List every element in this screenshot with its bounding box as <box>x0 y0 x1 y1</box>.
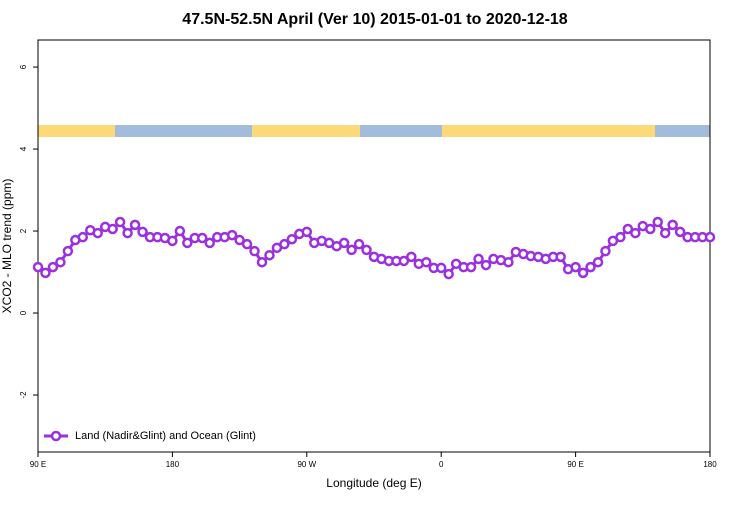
data-point <box>577 267 589 279</box>
data-point <box>167 235 178 247</box>
y-tick-label: 4 <box>19 146 28 151</box>
data-point <box>443 268 454 280</box>
y-tick-label: 0 <box>19 310 28 315</box>
land-ocean-strip <box>38 125 710 137</box>
data-point <box>338 237 350 249</box>
ocean-segment <box>115 125 252 137</box>
data-point <box>301 226 313 238</box>
data-point <box>241 238 253 250</box>
y-tick-label: 2 <box>19 228 28 233</box>
data-point <box>622 223 634 235</box>
data-point <box>600 245 611 257</box>
data-point <box>398 255 410 267</box>
data-point <box>465 261 477 273</box>
data-point <box>226 229 238 241</box>
data-point <box>197 232 208 244</box>
data-point <box>55 256 66 268</box>
data-point <box>435 262 447 274</box>
data-point <box>592 256 604 268</box>
data-point <box>652 216 663 228</box>
x-tick-label: 90 W <box>297 460 316 469</box>
land-segment <box>252 125 360 137</box>
data-point <box>406 251 417 263</box>
data-point <box>107 223 118 235</box>
x-tick-label: 180 <box>166 460 180 469</box>
data-point <box>114 216 126 228</box>
data-point <box>346 244 357 256</box>
data-point <box>256 256 268 268</box>
data-point <box>555 251 566 263</box>
data-point <box>77 231 89 243</box>
data-point <box>421 256 432 268</box>
data-point <box>32 261 44 273</box>
data-point <box>585 261 596 273</box>
data-point <box>659 227 671 239</box>
land-segment <box>38 125 115 137</box>
y-tick-label: -2 <box>19 391 28 399</box>
y-tick-label: 6 <box>19 64 28 69</box>
data-point <box>353 238 365 250</box>
data-point <box>122 227 133 239</box>
legend-label: Land (Nadir&Glint) and Ocean (Glint) <box>75 430 256 442</box>
data-point <box>174 225 186 237</box>
data-point <box>137 226 148 238</box>
data-point <box>286 233 298 245</box>
data-point <box>503 256 514 268</box>
land-segment <box>442 125 655 137</box>
data-point <box>92 227 103 239</box>
x-tick-label: 90 E <box>567 460 583 469</box>
plot-frame <box>37 39 711 453</box>
y-axis-label: XCO2 - MLO trend (ppm) <box>0 179 14 314</box>
data-point <box>480 259 492 271</box>
data-point <box>47 261 59 273</box>
data-point <box>264 249 275 261</box>
data-point <box>704 231 716 243</box>
x-tick-label: 90 E <box>30 460 46 469</box>
data-point <box>129 219 141 231</box>
data-point <box>473 253 484 265</box>
legend-marker <box>50 430 62 442</box>
data-point <box>204 237 215 249</box>
data-point <box>667 219 678 231</box>
ocean-segment <box>360 125 442 137</box>
data-point <box>234 234 245 246</box>
chart-title: 47.5N-52.5N April (Ver 10) 2015-01-01 to… <box>182 11 568 28</box>
data-point <box>361 244 372 256</box>
data-point <box>62 245 74 257</box>
x-tick-label: 180 <box>703 460 717 469</box>
data-point <box>570 261 581 273</box>
data-point <box>630 227 641 239</box>
data-point <box>615 231 626 243</box>
data-point <box>674 226 686 238</box>
data-point <box>279 238 290 250</box>
x-tick-label: 0 <box>439 460 444 469</box>
ocean-segment <box>655 125 710 137</box>
data-point <box>249 245 260 257</box>
data-point <box>182 237 193 249</box>
data-point <box>645 223 656 235</box>
x-axis-label: Longitude (deg E) <box>326 476 421 490</box>
data-point <box>40 267 51 279</box>
